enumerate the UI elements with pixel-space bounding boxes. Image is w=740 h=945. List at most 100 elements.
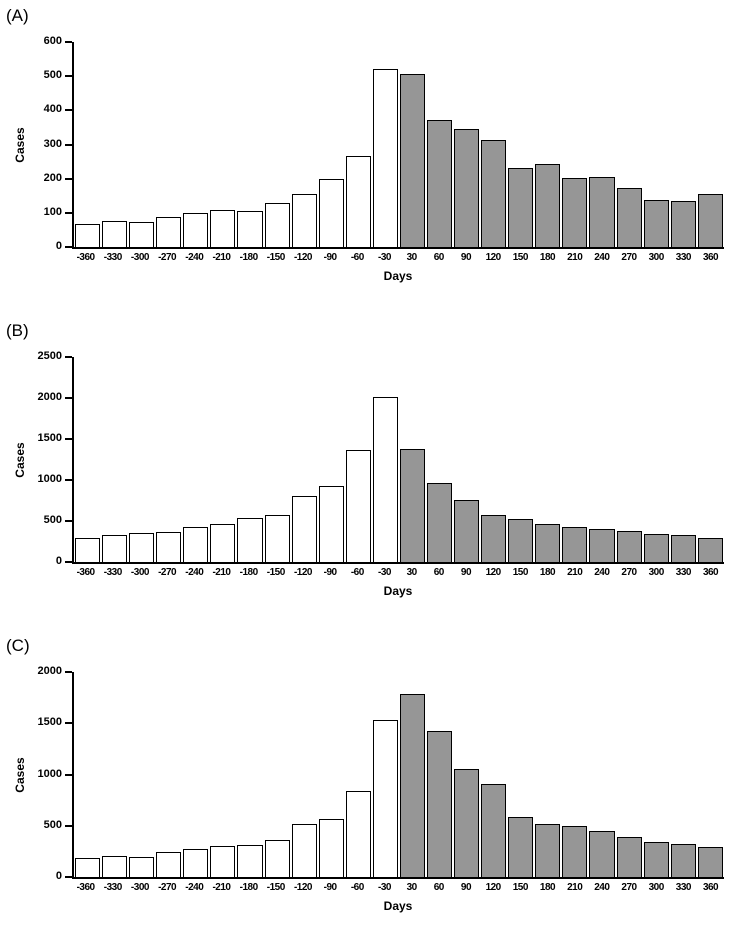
x-tick-label: -330	[103, 567, 123, 578]
bar-day-240	[589, 528, 615, 562]
y-axis-title: Cases	[13, 756, 27, 793]
x-tick-label: -360	[76, 567, 96, 578]
bar-day-210	[562, 177, 588, 247]
x-tick-label: -60	[350, 882, 364, 893]
bar-column	[372, 357, 399, 562]
x-tick-label: -90	[323, 567, 337, 578]
bar-column	[697, 357, 724, 562]
y-tick-label: 2000	[37, 665, 62, 677]
bar-day-90	[454, 768, 480, 877]
x-tick-label: 60	[433, 252, 445, 263]
bar-column	[480, 357, 507, 562]
chart-body-b: Cases 0 500 1000 1500 2000 2500 -360 -330 -300-…	[13, 350, 724, 598]
bar-column	[534, 357, 561, 562]
bar-day--330	[102, 534, 128, 562]
x-tick-label: 30	[406, 252, 418, 263]
y-tick-mark	[65, 246, 72, 248]
bar-column	[534, 42, 561, 247]
panel-label-c: (C)	[6, 636, 30, 655]
y-tick-label: 600	[43, 35, 62, 47]
x-tick-label: 330	[675, 882, 692, 893]
bar-day--150	[264, 202, 290, 247]
plot-frame: Cases 0 500 1000 1500 2000 2500	[13, 350, 724, 567]
x-tick-label: 120	[485, 567, 502, 578]
plot-frame: Cases 0 100 200 300 400 500 600	[13, 35, 724, 252]
x-tick-label: -240	[185, 567, 204, 578]
bar-day--270	[156, 532, 182, 562]
bar-column	[155, 672, 182, 877]
y-tick-mark	[65, 824, 72, 827]
bar-day--360	[75, 224, 101, 247]
bar-column	[291, 672, 318, 877]
bar-day--270	[156, 851, 182, 877]
y-tick-mark	[65, 438, 72, 440]
x-tick-label: -360	[76, 252, 96, 263]
bar-day--210	[210, 846, 236, 877]
panel-label-b: (B)	[6, 321, 29, 340]
x-tick-label: -150	[266, 882, 286, 893]
bar-day-30	[399, 448, 426, 562]
x-tick-label: -90	[323, 252, 337, 263]
bar-day-360	[697, 847, 723, 877]
x-tick-label: -240	[185, 882, 204, 893]
x-tick-label: -210	[212, 567, 231, 578]
y-tick-label: 2000	[37, 391, 62, 403]
bar-column	[372, 42, 399, 247]
x-tick-label: -30	[378, 882, 391, 893]
bar-column	[588, 357, 615, 562]
x-tick-label: -210	[212, 882, 231, 893]
y-tick-label: 400	[43, 103, 62, 116]
y-tick-mark	[65, 479, 72, 481]
bar-column	[507, 42, 534, 247]
bar-column	[345, 672, 372, 877]
bar-column	[588, 672, 615, 877]
bar-column	[128, 42, 155, 247]
y-tick-mark	[65, 671, 72, 673]
y-tick-mark	[65, 177, 72, 180]
y-tick-mark	[65, 41, 72, 43]
x-tick-label: 90	[460, 567, 472, 578]
x-tick-label: 300	[648, 567, 665, 578]
x-tick-label: 210	[567, 882, 583, 893]
bar-column	[74, 42, 101, 247]
bar-day--180	[237, 211, 263, 247]
bar-day--150	[264, 514, 290, 562]
bar-day-210	[562, 527, 588, 562]
bar-day-360	[697, 194, 723, 247]
bar-day-180	[535, 823, 561, 877]
bar-column	[697, 672, 724, 877]
x-tick-label: -90	[323, 882, 337, 893]
chart-body-a: Cases 0 100 200 300 400 500 600 -360 -330 -300 -2…	[13, 35, 724, 283]
bar-day--90	[318, 819, 344, 877]
bar-day-120	[481, 783, 507, 877]
bar-column	[616, 357, 643, 562]
bar-column	[534, 672, 561, 877]
bar-column	[74, 672, 101, 877]
bar-column	[101, 672, 128, 877]
bar-column	[128, 672, 155, 877]
bar-day--150	[264, 840, 290, 877]
bar-column	[209, 672, 236, 877]
y-tick-label: 2500	[37, 350, 62, 362]
x-tick-label: -330	[103, 882, 123, 893]
x-tick-label: 60	[433, 882, 445, 893]
x-tick-label: -150	[266, 252, 286, 263]
bar-day-60	[427, 120, 453, 247]
panel-b: (B) Cases 0 500 1000 1500 2000 2500 -360 -330-…	[0, 315, 740, 630]
bar-day-90	[454, 129, 480, 247]
x-tick-label: 60	[433, 567, 445, 578]
bar-day-180	[535, 523, 561, 562]
x-tick-label: 30	[406, 567, 418, 578]
x-tick-label: -270	[158, 882, 177, 893]
x-tick-label: 150	[512, 252, 529, 263]
x-tick-label: 240	[594, 567, 610, 578]
y-tick-mark	[65, 561, 72, 563]
plot-area	[74, 42, 724, 247]
bar-day-60	[427, 730, 453, 877]
bar-column	[101, 357, 128, 562]
bar-day-270	[616, 837, 642, 877]
x-tick-label: 120	[485, 252, 502, 263]
x-tick-label: -30	[378, 252, 391, 263]
bar-column	[345, 357, 372, 562]
bar-column	[101, 42, 128, 247]
